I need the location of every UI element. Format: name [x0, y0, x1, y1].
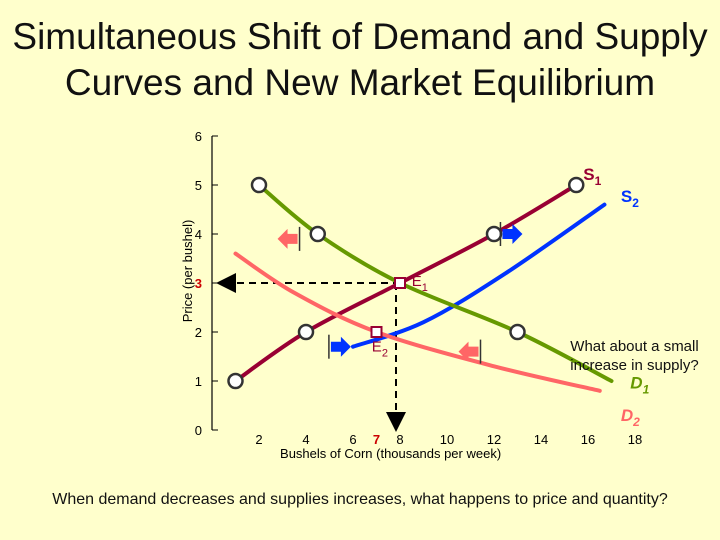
y-axis-title: Price (per bushel) — [180, 220, 195, 323]
shift-arrow-S2 — [330, 336, 351, 357]
curve-D1 — [257, 183, 614, 383]
marker-S1 — [227, 372, 244, 390]
marker-D1 — [509, 323, 526, 341]
x-tick-label: 6 — [349, 432, 356, 447]
equilibrium-point-2 — [370, 326, 383, 338]
x-tick-label: 12 — [487, 432, 501, 447]
y-tick-label: 5 — [195, 178, 202, 193]
slide-title: Simultaneous Shift of Demand and Supply … — [0, 14, 720, 106]
y-tick-label: 1 — [195, 374, 202, 389]
label-D1: D1 — [630, 373, 649, 396]
title-line-2: Curves and New Market Equilibrium — [64, 62, 656, 103]
y-tick-label: 0 — [195, 423, 202, 438]
label-equilibrium-2: E2 — [372, 339, 388, 360]
x-tick-label: 7 — [373, 432, 380, 447]
x-tick-label: 18 — [628, 432, 642, 447]
marker-D1 — [309, 225, 326, 243]
curve-D2 — [233, 251, 602, 393]
shift-arrow-D2 — [458, 341, 479, 362]
side-question: What about a small increase in supply? — [570, 338, 699, 374]
x-tick-label: 8 — [396, 432, 403, 447]
x-tick-label: 4 — [302, 432, 309, 447]
chart-labels: S1 S2 D1 D2 E1 E2 — [372, 165, 650, 429]
y-tick-label: 6 — [195, 129, 202, 144]
label-S1: S1 — [583, 165, 601, 188]
label-S2: S2 — [621, 187, 639, 210]
marker-S1 — [297, 323, 315, 341]
x-axis-title: Bushels of Corn (thousands per week) — [280, 446, 501, 461]
x-tick-label: 2 — [255, 432, 262, 447]
shift-arrows — [277, 222, 523, 364]
x-tick-label: 16 — [581, 432, 595, 447]
x-tick-label: 14 — [534, 432, 548, 447]
label-equilibrium-1: E1 — [412, 273, 428, 294]
equilibrium-guides — [216, 273, 406, 432]
equilibrium-point-1 — [394, 277, 406, 289]
shift-arrow-D2 — [277, 228, 298, 249]
label-D2: D2 — [621, 406, 640, 429]
footer-question: When demand decreases and supplies incre… — [52, 491, 668, 508]
shift-arrow-S2 — [502, 224, 523, 244]
curve-markers — [227, 176, 585, 390]
title-line-1: Simultaneous Shift of Demand and Supply — [12, 16, 708, 57]
y-tick-label: 2 — [195, 325, 202, 340]
x-tick-label: 10 — [440, 432, 454, 447]
y-tick-label: 3 — [195, 276, 202, 291]
marker-S1 — [485, 225, 503, 243]
curve-S2 — [351, 202, 607, 349]
marker-S1 — [568, 176, 585, 194]
y-tick-label: 4 — [195, 227, 202, 242]
marker-D1 — [250, 176, 268, 194]
